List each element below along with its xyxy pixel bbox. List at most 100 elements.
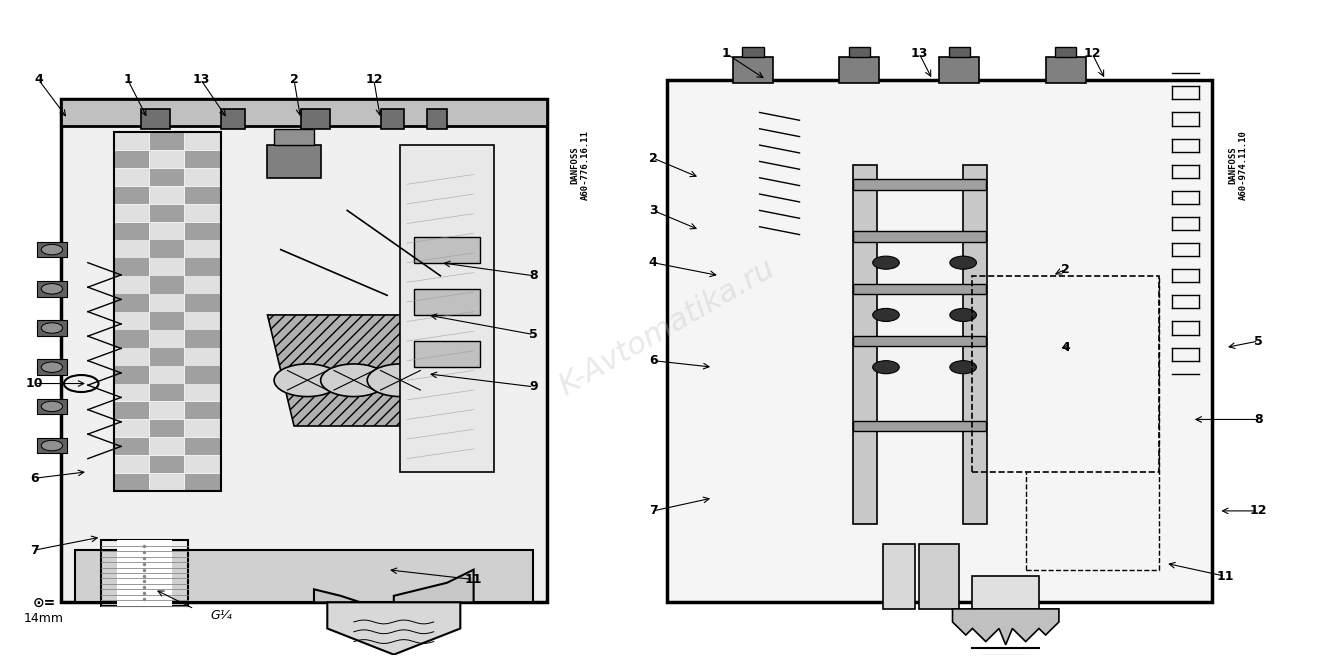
Bar (940, 57, 980, 83)
Bar (185, 384, 220, 401)
Polygon shape (328, 602, 460, 655)
Bar (115, 132, 221, 491)
Bar (840, 57, 880, 83)
Bar (920, 544, 960, 609)
Bar (115, 330, 148, 348)
Bar (884, 544, 916, 609)
Bar (185, 222, 220, 240)
Bar (268, 145, 321, 178)
Bar (149, 420, 184, 438)
Bar (221, 109, 245, 129)
Bar (973, 276, 1158, 472)
Circle shape (41, 401, 63, 411)
Bar (149, 151, 184, 168)
Bar (149, 438, 184, 455)
Bar (115, 151, 148, 168)
Bar (149, 241, 184, 258)
Text: DANFOSS
A60-974.11.10: DANFOSS A60-974.11.10 (1229, 130, 1248, 199)
Bar (115, 133, 148, 150)
Bar (117, 541, 172, 605)
Bar (149, 330, 184, 348)
Bar (149, 133, 184, 150)
Text: G¹⁄₄: G¹⁄₄ (211, 609, 232, 622)
Bar (115, 384, 148, 401)
Text: 10: 10 (25, 377, 44, 390)
Text: 14mm: 14mm (24, 612, 64, 625)
Bar (115, 241, 148, 258)
Text: 2: 2 (289, 73, 299, 87)
Bar (185, 186, 220, 204)
Bar (101, 541, 188, 605)
Text: 7: 7 (649, 504, 657, 518)
Circle shape (950, 361, 977, 374)
Bar (149, 384, 184, 401)
Text: DANFOSS
A60-776.16.11: DANFOSS A60-776.16.11 (571, 130, 589, 199)
Bar (115, 169, 148, 186)
Bar (149, 276, 184, 294)
Bar (853, 336, 985, 346)
Bar (275, 129, 315, 145)
Polygon shape (953, 609, 1058, 645)
Bar (185, 276, 220, 294)
Bar (1045, 57, 1085, 83)
Bar (742, 47, 764, 57)
Bar (427, 109, 447, 129)
Text: 11: 11 (465, 573, 483, 586)
Text: 5: 5 (529, 328, 537, 341)
Circle shape (41, 323, 63, 333)
Bar (413, 341, 480, 367)
Bar (115, 222, 148, 240)
Text: ⊙=: ⊙= (32, 596, 56, 609)
Text: K-Avtomatika.ru: K-Avtomatika.ru (553, 255, 780, 401)
Text: 11: 11 (1217, 569, 1234, 583)
Bar (185, 366, 220, 384)
Bar (853, 165, 877, 524)
Circle shape (950, 256, 977, 269)
Bar (185, 402, 220, 419)
Text: 4: 4 (1061, 341, 1070, 354)
Bar (185, 312, 220, 329)
Bar (115, 438, 148, 455)
Text: 12: 12 (365, 73, 383, 87)
Bar (853, 232, 985, 242)
Text: 1: 1 (722, 47, 730, 60)
Circle shape (873, 256, 900, 269)
Text: 8: 8 (529, 269, 537, 282)
Bar (380, 109, 404, 129)
Bar (301, 109, 331, 129)
Bar (115, 474, 148, 491)
Bar (185, 169, 220, 186)
Bar (37, 399, 67, 414)
Bar (413, 237, 480, 262)
Bar (149, 474, 184, 491)
Bar (149, 366, 184, 384)
Circle shape (873, 308, 900, 321)
Text: 3: 3 (649, 204, 657, 217)
Bar (185, 133, 220, 150)
Bar (115, 276, 148, 294)
Bar (149, 456, 184, 474)
Circle shape (41, 245, 63, 255)
Bar (115, 205, 148, 222)
Bar (37, 242, 67, 257)
Bar (61, 99, 547, 125)
Text: 13: 13 (910, 47, 928, 60)
Bar (1054, 47, 1076, 57)
Bar (853, 283, 985, 294)
Bar (115, 258, 148, 276)
Polygon shape (268, 315, 427, 426)
Bar (849, 47, 870, 57)
Bar (185, 456, 220, 474)
Bar (149, 186, 184, 204)
Text: 9: 9 (529, 380, 537, 394)
Circle shape (41, 440, 63, 451)
Bar (185, 205, 220, 222)
Bar (149, 205, 184, 222)
Text: 12: 12 (1250, 504, 1268, 518)
Bar (37, 320, 67, 336)
Bar (666, 80, 1212, 602)
Bar (115, 402, 148, 419)
Polygon shape (315, 569, 473, 642)
Bar (185, 258, 220, 276)
Bar (185, 330, 220, 348)
